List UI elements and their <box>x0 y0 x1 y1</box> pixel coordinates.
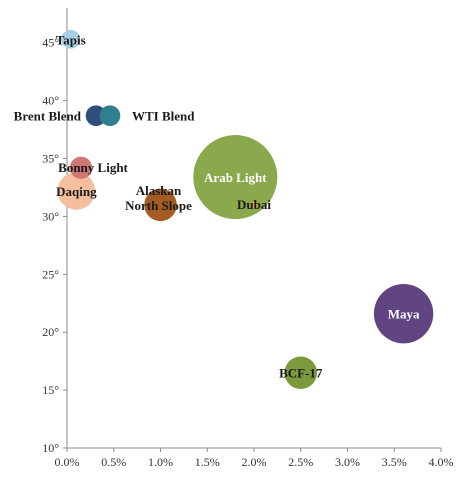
bubble-wti-blend <box>99 105 121 126</box>
bubble-labels: Tapis Brent Blend WTI Blend Bonny Light Daqi… <box>14 32 420 380</box>
x-tick-label: 2.5% <box>288 455 313 469</box>
x-tick-label: 4.0% <box>429 455 454 469</box>
x-tick-label: 2.0% <box>242 455 267 469</box>
x-tick-label: 3.5% <box>382 455 407 469</box>
bubble-arab-light <box>193 135 278 220</box>
label-alaskan-north-slope: Alaskan North Slope <box>125 183 192 213</box>
bubble-tapis <box>61 29 81 49</box>
y-tick-label: 10° <box>42 441 59 455</box>
axes: 0.0% 0.5% 1.0% 1.5% 2.0% 2.5% 3.0% 3.5% 4.0% 10° 1… <box>42 8 454 469</box>
label-wti-blend: WTI Blend <box>132 109 195 124</box>
label-brent-blend: Brent Blend <box>14 109 82 124</box>
x-tick-label: 1.5% <box>195 455 220 469</box>
bubbles <box>57 29 434 390</box>
x-tick-label: 3.0% <box>335 455 360 469</box>
label-daqing: Daqing <box>56 184 97 199</box>
x-tick-label: 0.0% <box>55 455 80 469</box>
label-arab-light: Arab Light <box>204 170 267 185</box>
x-tick-label: 0.5% <box>101 455 126 469</box>
label-bonny-light: Bonny Light <box>58 160 128 175</box>
bubble-alaskan-north-slope <box>144 188 177 222</box>
y-tick-label: 45° <box>42 36 59 50</box>
bubble-dubai <box>250 201 258 209</box>
y-tick-label: 40° <box>42 94 59 108</box>
bubble-bonny-light <box>69 156 93 179</box>
y-tick-label: 20° <box>42 325 59 339</box>
y-tick-label: 25° <box>42 267 59 281</box>
y-tick-label: 30° <box>42 209 59 223</box>
y-tick-label: 35° <box>42 152 59 166</box>
bubble-daqing <box>57 172 96 210</box>
label-bcf-17: BCF-17 <box>279 366 323 381</box>
bubble-maya <box>373 283 434 344</box>
label-maya: Maya <box>388 307 420 322</box>
y-tick-label: 15° <box>42 383 59 397</box>
label-tapis: Tapis <box>56 32 86 47</box>
bubble-bcf-17 <box>284 356 318 390</box>
x-tick-label: 1.0% <box>148 455 173 469</box>
label-dubai: Dubai <box>237 197 271 212</box>
